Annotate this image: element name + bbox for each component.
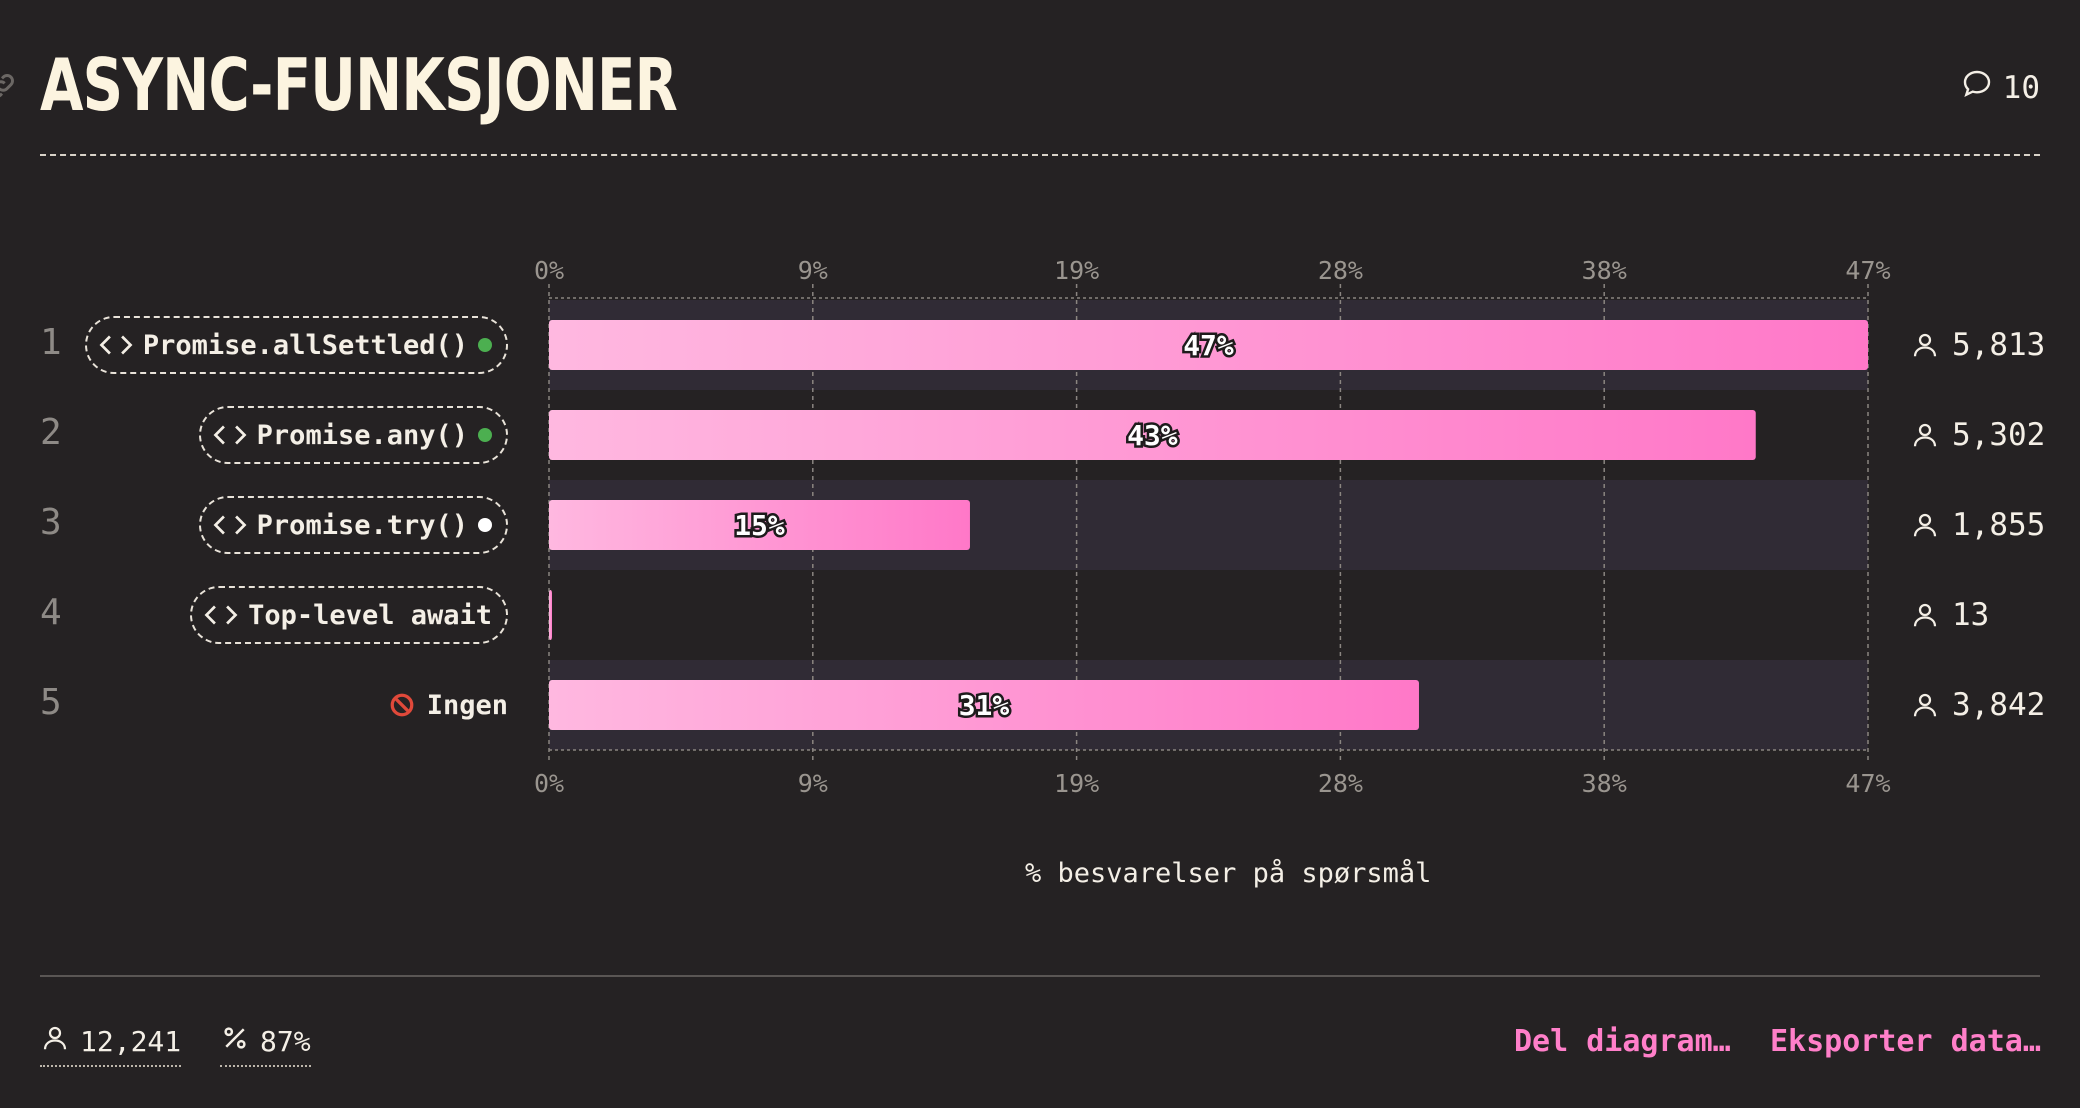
- tick-label-top: 28%: [1318, 256, 1363, 285]
- status-dot: [478, 518, 492, 532]
- tick-label-top: 9%: [798, 256, 828, 285]
- page-title: ASYNC-FUNKSJONER: [40, 43, 678, 127]
- no-entry-icon: [389, 692, 415, 718]
- respondent-count: 5,302: [1910, 415, 2045, 455]
- code-icon: [204, 602, 238, 628]
- bar: [549, 320, 1868, 370]
- category-text: Promise.any(): [256, 419, 468, 451]
- category-pill[interactable]: Top-level await: [190, 586, 508, 644]
- comment-count: 10: [2002, 70, 2040, 106]
- comments-button[interactable]: 10: [1961, 68, 2040, 108]
- tick-label-bottom: 19%: [1054, 769, 1099, 798]
- tick-label-top: 38%: [1582, 256, 1627, 285]
- status-dot: [478, 338, 492, 352]
- row-rank: 3: [40, 502, 62, 543]
- completion-value: 87%: [260, 1025, 311, 1058]
- count-value: 13: [1952, 597, 1990, 633]
- respondent-count: 3,842: [1910, 685, 2045, 725]
- tick-label-bottom: 0%: [534, 769, 564, 798]
- row-rank: 1: [40, 322, 62, 363]
- share-chart-button[interactable]: Del diagram…: [1514, 1024, 1731, 1059]
- tick-label-bottom: 47%: [1845, 769, 1890, 798]
- user-icon: [1910, 419, 1940, 451]
- x-axis-title: % besvarelser på spørsmål: [1025, 858, 1432, 889]
- completion-stat[interactable]: 87%: [220, 1022, 311, 1067]
- count-value: 5,813: [1952, 327, 2046, 363]
- bar: [549, 680, 1419, 730]
- respondent-count: 13: [1910, 595, 1989, 635]
- tick-label-top: 0%: [534, 256, 564, 285]
- respondent-count: 1,855: [1910, 505, 2045, 545]
- category-text: Top-level await: [248, 599, 492, 631]
- row-rank: 5: [40, 682, 62, 723]
- user-icon: [1910, 599, 1940, 631]
- count-value: 5,302: [1952, 417, 2046, 453]
- export-data-button[interactable]: Eksporter data…: [1770, 1024, 2041, 1059]
- bar-value-label: 43%: [1127, 419, 1178, 452]
- category-text: Ingen: [426, 689, 508, 721]
- count-value: 1,855: [1952, 507, 2046, 543]
- category-pill[interactable]: Promise.allSettled(): [84, 316, 508, 374]
- header-divider: [40, 154, 2040, 156]
- category-pill[interactable]: Promise.any(): [198, 406, 508, 464]
- category-text: Promise.try(): [256, 509, 468, 541]
- tick-label-top: 47%: [1845, 256, 1890, 285]
- percent-icon: [220, 1022, 250, 1061]
- respondent-count: 5,813: [1910, 325, 2045, 365]
- status-dot: [478, 428, 492, 442]
- tick-label-bottom: 9%: [798, 769, 828, 798]
- code-icon: [213, 422, 247, 448]
- tick-label-bottom: 28%: [1318, 769, 1363, 798]
- footer-divider: [40, 975, 2040, 977]
- row-rank: 4: [40, 592, 62, 633]
- comment-icon: [1961, 68, 1993, 108]
- user-icon: [1910, 329, 1940, 361]
- category-pill[interactable]: Promise.try(): [198, 496, 508, 554]
- user-icon: [40, 1022, 70, 1061]
- respondents-stat[interactable]: 12,241: [40, 1022, 182, 1067]
- tick-label-bottom: 38%: [1582, 769, 1627, 798]
- bar-value-label: 31%: [959, 689, 1010, 722]
- respondents-count: 12,241: [80, 1025, 182, 1058]
- link-icon[interactable]: [0, 70, 18, 106]
- bar-value-label: 15%: [734, 509, 785, 542]
- bar-value-label: 47%: [1183, 329, 1234, 362]
- code-icon: [99, 332, 133, 358]
- user-icon: [1910, 509, 1940, 541]
- code-icon: [213, 512, 247, 538]
- tick-label-top: 19%: [1054, 256, 1099, 285]
- bar: [549, 590, 552, 640]
- user-icon: [1910, 689, 1940, 721]
- category-text: Promise.allSettled(): [142, 329, 468, 361]
- row-rank: 2: [40, 412, 62, 453]
- category-label: Ingen: [389, 676, 508, 734]
- count-value: 3,842: [1952, 687, 2046, 723]
- bar: [549, 410, 1756, 460]
- bar: [549, 500, 970, 550]
